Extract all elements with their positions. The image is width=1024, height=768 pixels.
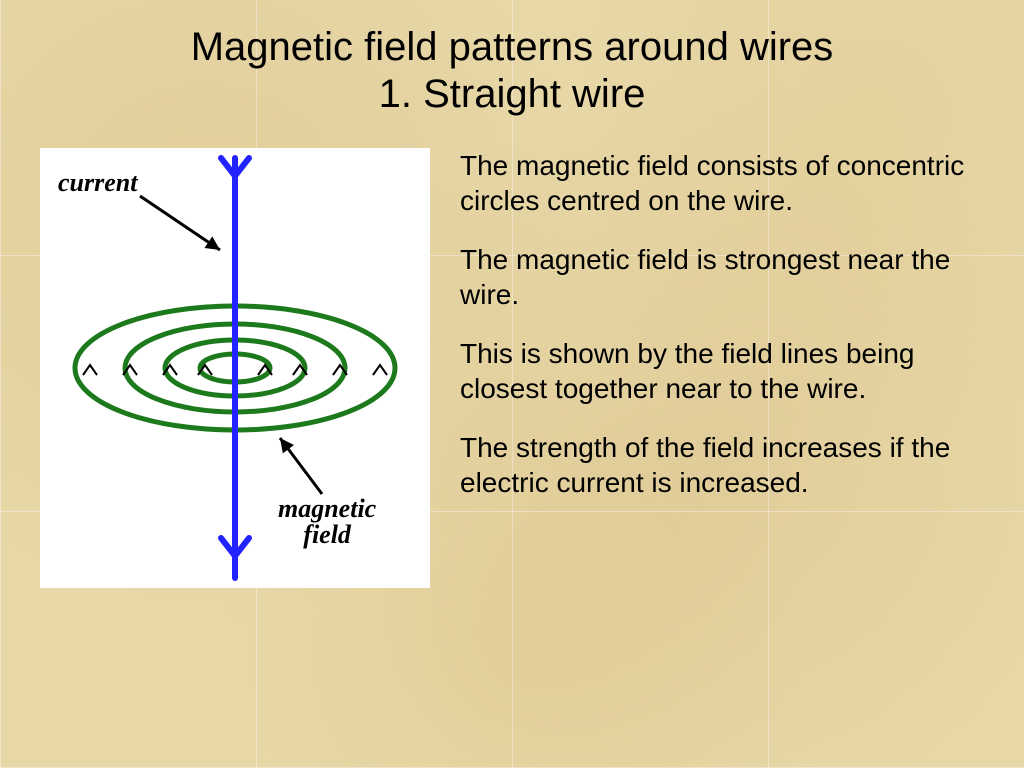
paragraph-1: The magnetic field consists of concentri… [460, 148, 984, 218]
title-line-1: Magnetic field patterns around wires [0, 24, 1024, 71]
paragraph-2: The magnetic field is strongest near the… [460, 242, 984, 312]
paragraph-3: This is shown by the field lines being c… [460, 336, 984, 406]
text-column: The magnetic field consists of concentri… [460, 148, 984, 588]
title-line-2: 1. Straight wire [0, 71, 1024, 118]
diagram: current magnetic field [40, 148, 430, 588]
content-row: current magnetic field The magnetic fiel… [0, 118, 1024, 588]
label-current: current [58, 170, 137, 196]
label-magnetic-field: magnetic field [278, 496, 376, 548]
paragraph-4: The strength of the field increases if t… [460, 430, 984, 500]
